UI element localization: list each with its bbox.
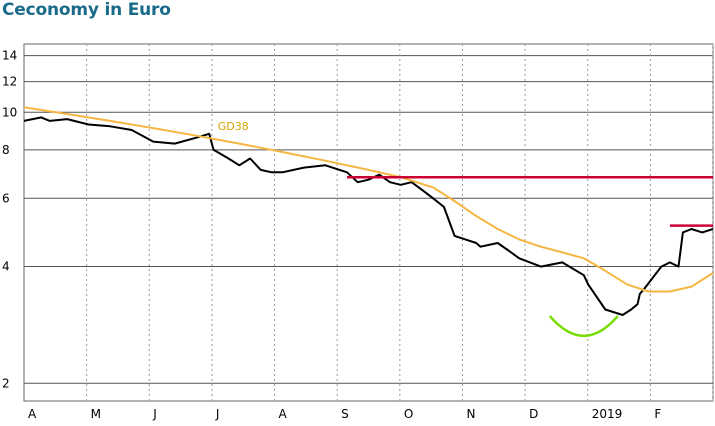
- y-tick-label: 6: [2, 191, 10, 205]
- y-axis-labels: 2 4 6 8 10 12 14: [2, 49, 17, 391]
- x-axis-labels: A M J J A S O N D 2019 F: [28, 407, 661, 421]
- y-tick-label: 10: [2, 105, 17, 119]
- x-tick-label: J: [152, 407, 157, 421]
- y-tick-label: 12: [2, 75, 17, 89]
- x-tick-label: 2019: [592, 407, 623, 421]
- y-tick-label: 8: [2, 143, 10, 157]
- x-tick-label: N: [466, 407, 475, 421]
- x-tick-label: O: [404, 407, 413, 421]
- plot-frame: [23, 43, 714, 402]
- x-tick-label: A: [279, 407, 288, 421]
- x-tick-label: J: [215, 407, 220, 421]
- price-line: [23, 116, 714, 316]
- x-tick-label: F: [654, 407, 661, 421]
- x-tick-label: D: [529, 407, 538, 421]
- annotations: GD38: [218, 120, 619, 338]
- y-tick-label: 14: [2, 49, 17, 63]
- x-tick-label: M: [91, 407, 101, 421]
- x-tick-label: S: [341, 407, 349, 421]
- rounded-bottom-arc: [548, 315, 619, 338]
- x-tick-label: A: [28, 407, 37, 421]
- chart-title: Ceconomy in Euro: [2, 0, 171, 20]
- grid: [24, 44, 714, 401]
- series: [23, 106, 714, 316]
- gd38-label: GD38: [218, 120, 249, 133]
- y-tick-label: 4: [2, 260, 10, 274]
- gd38-line: [23, 106, 714, 293]
- y-tick-label: 2: [2, 376, 10, 390]
